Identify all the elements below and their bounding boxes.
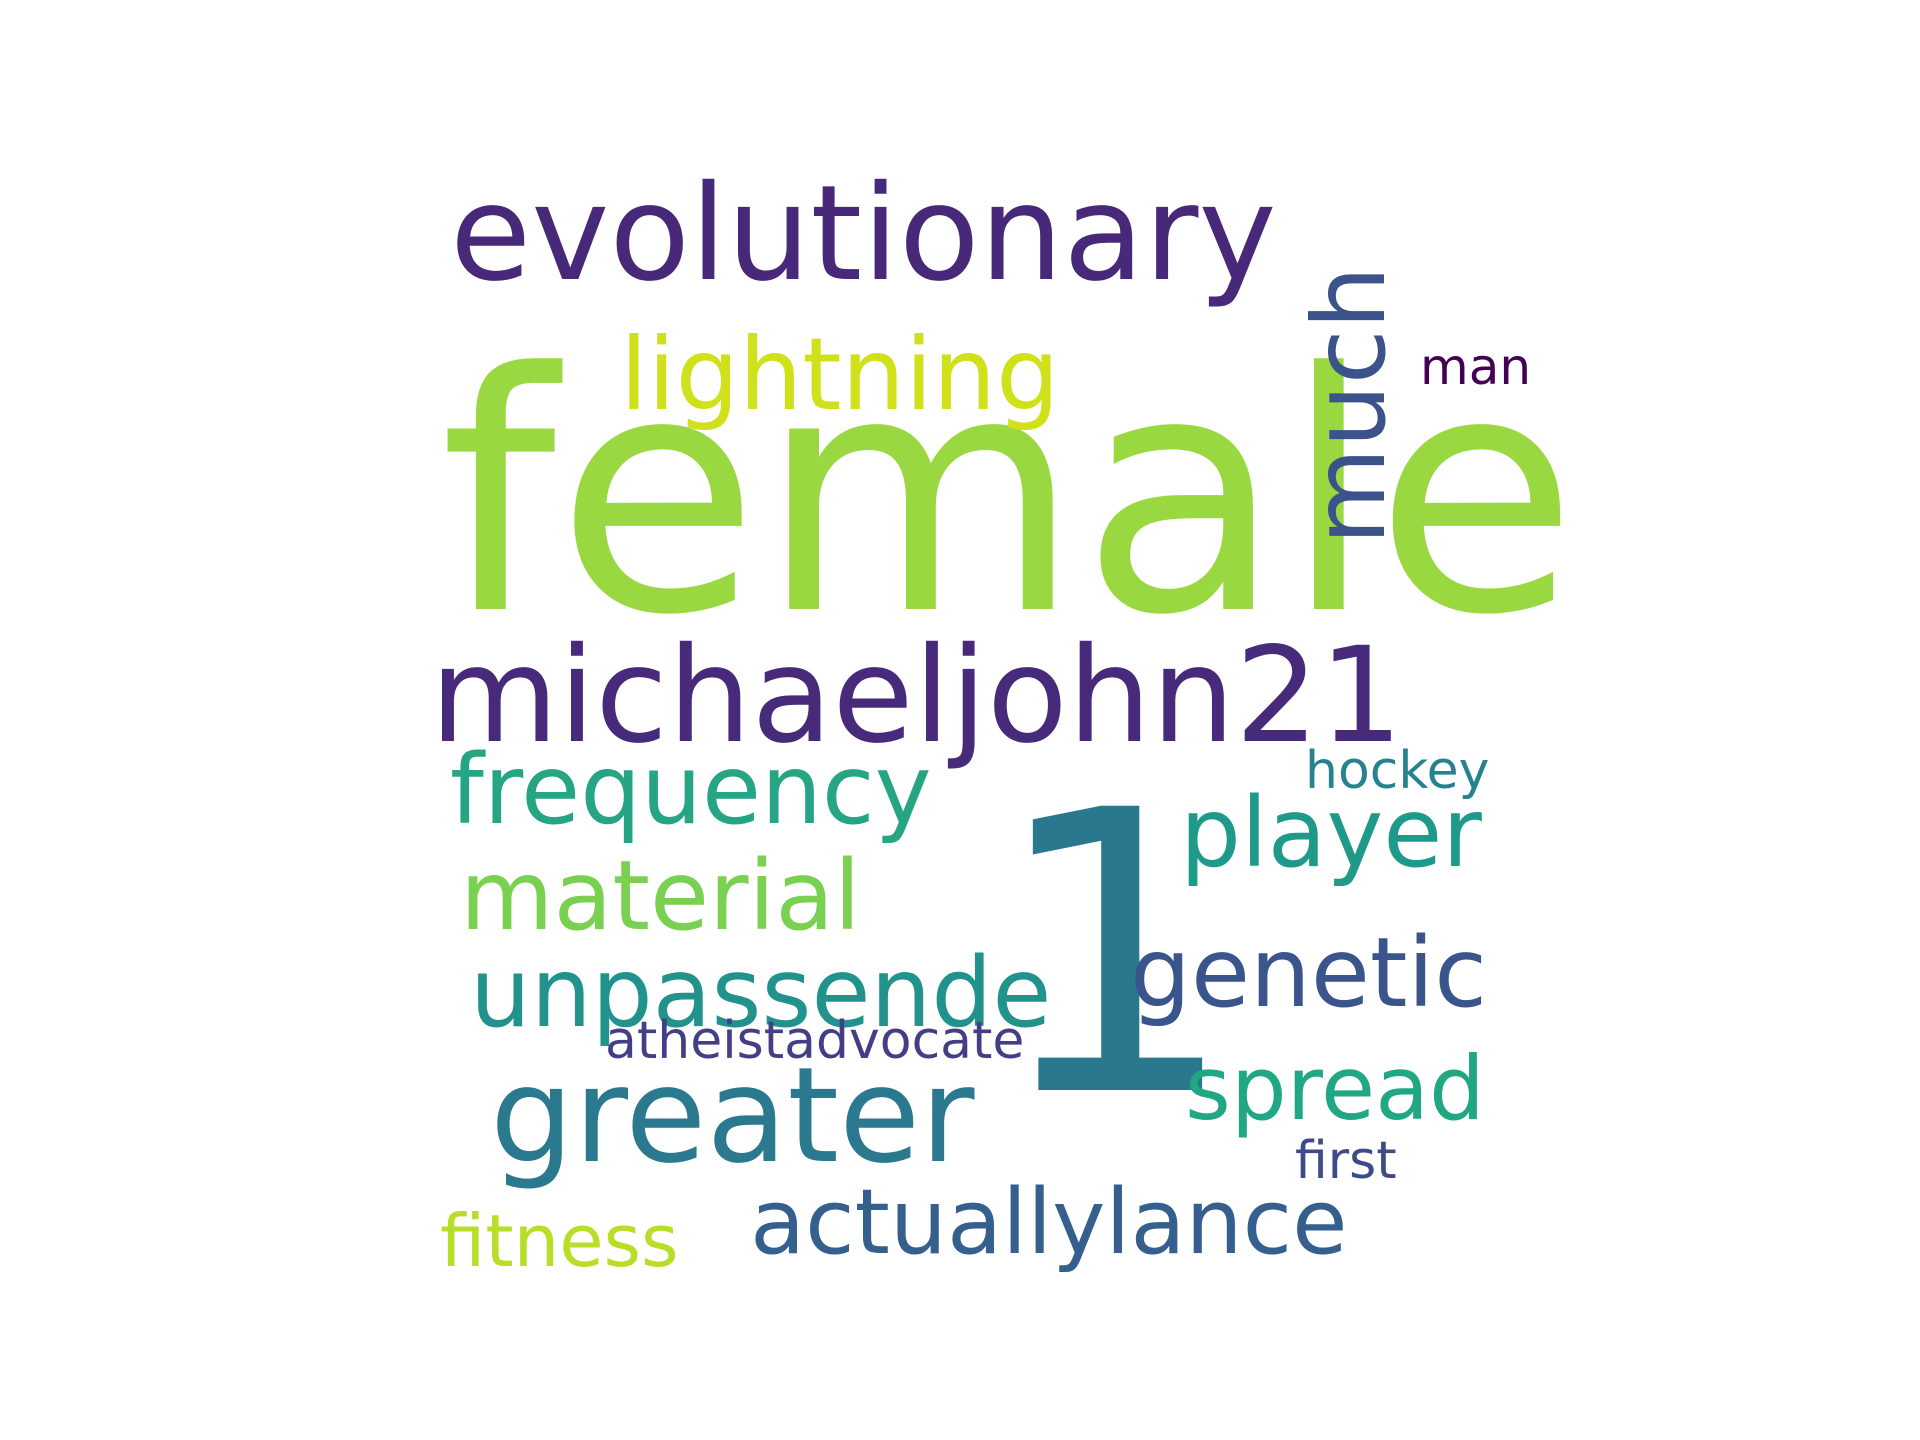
word-michaeljohn21: michaeljohn21 [430,619,1403,773]
word-1: 1 [990,728,1239,1182]
word-player: player [1180,777,1482,889]
word-fitness: fitness [440,1199,679,1283]
word-unpassende: unpassende [470,937,1052,1049]
word-first: first [1295,1131,1397,1191]
word-frequency: frequency [450,734,932,846]
word-hockey: hockey [1305,741,1490,801]
word-evolutionary: evolutionary [450,157,1277,311]
word-lightning: lightning [620,316,1060,433]
word-man: man [1420,338,1532,396]
word-female: female [440,303,1578,687]
word-much: much [1291,265,1408,545]
word-spread: spread [1185,1037,1485,1140]
word-material: material [460,840,861,952]
word-actuallylance: actuallylance [750,1170,1348,1275]
word-genetic: genetic [1130,917,1487,1029]
word-greater: greater [490,1039,975,1193]
word-atheistadvocate: atheistadvocate [605,1011,1025,1071]
